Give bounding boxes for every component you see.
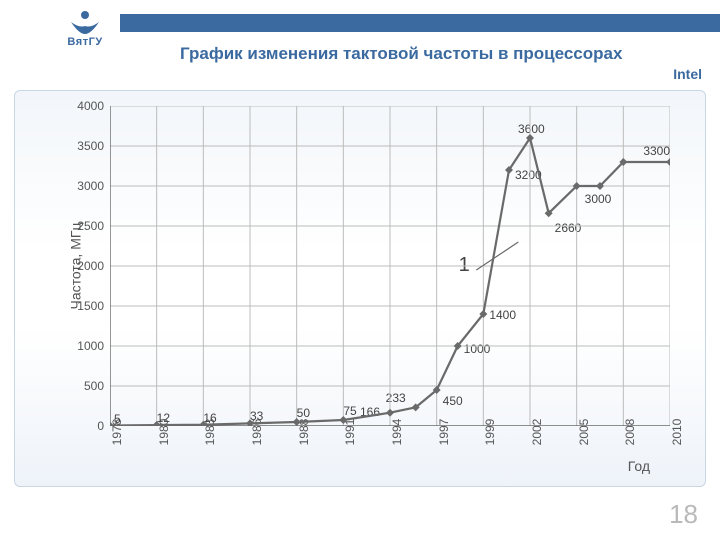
y-tick: 2000 (77, 259, 104, 273)
y-tick: 2500 (77, 219, 104, 233)
chart-svg (110, 106, 670, 426)
data-marker (246, 419, 254, 426)
data-marker (339, 416, 347, 424)
slide-title: График изменения тактовой частоты в проц… (180, 44, 710, 64)
data-marker (110, 422, 114, 426)
y-tick: 3500 (77, 139, 104, 153)
y-tick: 3000 (77, 179, 104, 193)
y-tick: 4000 (77, 99, 104, 113)
data-marker (666, 158, 670, 166)
data-marker (386, 409, 394, 417)
logo: ВятГУ (55, 8, 115, 48)
chart-plot: Частота, МГц Год 05001000150020002500300… (110, 106, 670, 426)
data-marker (199, 421, 207, 426)
y-tick: 1000 (77, 339, 104, 353)
logo-text: ВятГУ (55, 36, 115, 48)
slide-subtitle: Intel (673, 66, 702, 82)
y-tick: 0 (97, 419, 104, 433)
data-marker (293, 418, 301, 426)
page-number: 18 (669, 499, 698, 530)
header-bar (120, 14, 720, 32)
y-tick: 500 (84, 379, 104, 393)
y-tick: 1500 (77, 299, 104, 313)
data-marker (153, 421, 161, 426)
bird-icon (67, 8, 103, 36)
x-tick: 2010 (670, 419, 684, 446)
chart-container: Частота, МГц Год 05001000150020002500300… (14, 90, 706, 487)
x-axis-label: Год (628, 458, 650, 474)
